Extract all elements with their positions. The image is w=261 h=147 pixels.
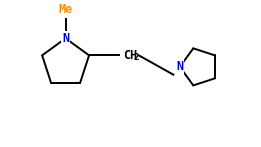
Text: 2: 2 [134, 54, 139, 62]
Text: N: N [62, 32, 69, 45]
Text: CH: CH [123, 49, 137, 62]
Text: Me: Me [58, 3, 73, 16]
Text: N: N [176, 60, 183, 73]
